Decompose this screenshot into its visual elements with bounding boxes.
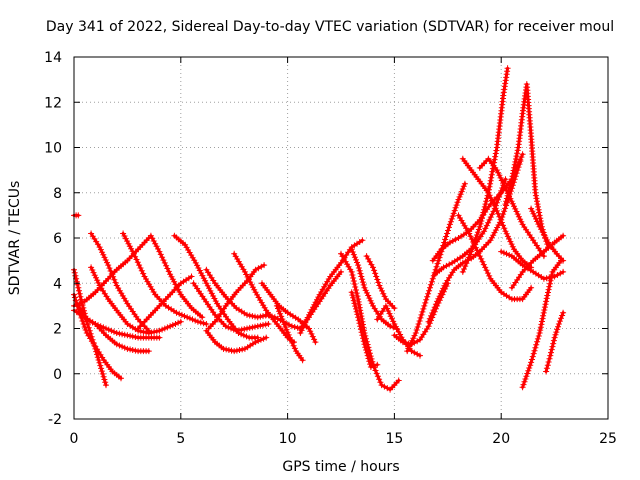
series-sat14 xyxy=(203,327,270,355)
x-tick-label: 15 xyxy=(385,431,403,447)
series-sat25 xyxy=(363,253,398,312)
plus-markers xyxy=(528,205,567,264)
plus-markers xyxy=(519,257,564,391)
series-sat6 xyxy=(75,302,163,341)
series-sat20 xyxy=(273,302,306,364)
plus-markers xyxy=(203,327,270,355)
y-tick-label: 2 xyxy=(53,322,62,338)
y-tick-label: 0 xyxy=(53,367,62,383)
plus-markers xyxy=(363,253,398,312)
y-tick-label: 8 xyxy=(53,186,62,202)
series-sat13 xyxy=(190,280,272,334)
plus-markers xyxy=(459,65,511,275)
series-sat9 xyxy=(120,230,210,327)
y-tick-label: 10 xyxy=(44,141,62,157)
y-tick-label: 6 xyxy=(53,231,62,247)
series-sat34 xyxy=(459,65,511,275)
y-tick-label: 14 xyxy=(44,50,62,66)
series-track xyxy=(339,252,401,392)
plus-markers xyxy=(404,180,468,355)
series-sat11 xyxy=(135,273,195,332)
series-sat37 xyxy=(498,248,567,282)
tick-layer: 0 5 10 15 20 25 -2 0 2 4 6 8 10 12 14 xyxy=(44,50,617,447)
plus-markers xyxy=(88,230,152,334)
series-sat23 xyxy=(348,289,381,370)
series-sat41 xyxy=(528,205,567,264)
series-sat8 xyxy=(88,264,184,336)
x-tick-label: 10 xyxy=(279,431,297,447)
plus-markers xyxy=(190,280,272,334)
series-layer xyxy=(71,65,567,393)
series-sat32 xyxy=(459,155,535,271)
plus-markers xyxy=(273,302,306,364)
series-sat28 xyxy=(404,180,468,355)
y-tick-label: -2 xyxy=(48,412,62,428)
plus-markers xyxy=(348,289,381,370)
plus-markers xyxy=(120,230,210,327)
chart-title: Day 341 of 2022, Sidereal Day-to-day VTE… xyxy=(46,19,614,35)
x-tick-label: 20 xyxy=(492,431,510,447)
plus-markers xyxy=(75,302,163,341)
y-axis-label: SDTVAR / TECUs xyxy=(7,181,23,296)
series-sat7 xyxy=(88,230,152,334)
x-axis-label: GPS time / hours xyxy=(282,459,399,475)
series-sat1 xyxy=(71,212,82,219)
plus-markers xyxy=(147,232,206,321)
series-sat40 xyxy=(543,309,567,375)
series-sat24 xyxy=(348,246,400,332)
y-tick-label: 4 xyxy=(53,276,62,292)
plus-markers xyxy=(502,81,552,251)
plus-markers xyxy=(88,264,184,336)
y-tick-label: 12 xyxy=(44,95,62,111)
plus-markers xyxy=(203,266,272,321)
series-sat19 xyxy=(263,268,344,332)
series-sat10 xyxy=(147,232,206,321)
series-sat15 xyxy=(205,262,268,332)
series-track xyxy=(89,265,183,335)
series-sat16 xyxy=(203,266,272,321)
series-sat39 xyxy=(519,257,564,391)
plus-markers xyxy=(455,212,535,303)
series-sat36 xyxy=(502,81,552,251)
plus-markers xyxy=(171,232,261,341)
plus-markers xyxy=(543,309,567,375)
x-tick-label: 25 xyxy=(599,431,617,447)
series-sat12 xyxy=(171,232,261,341)
plus-markers xyxy=(71,212,82,219)
series-sat33 xyxy=(455,212,535,303)
plus-markers xyxy=(135,273,195,332)
x-tick-label: 5 xyxy=(176,431,185,447)
x-tick-label: 0 xyxy=(70,431,79,447)
